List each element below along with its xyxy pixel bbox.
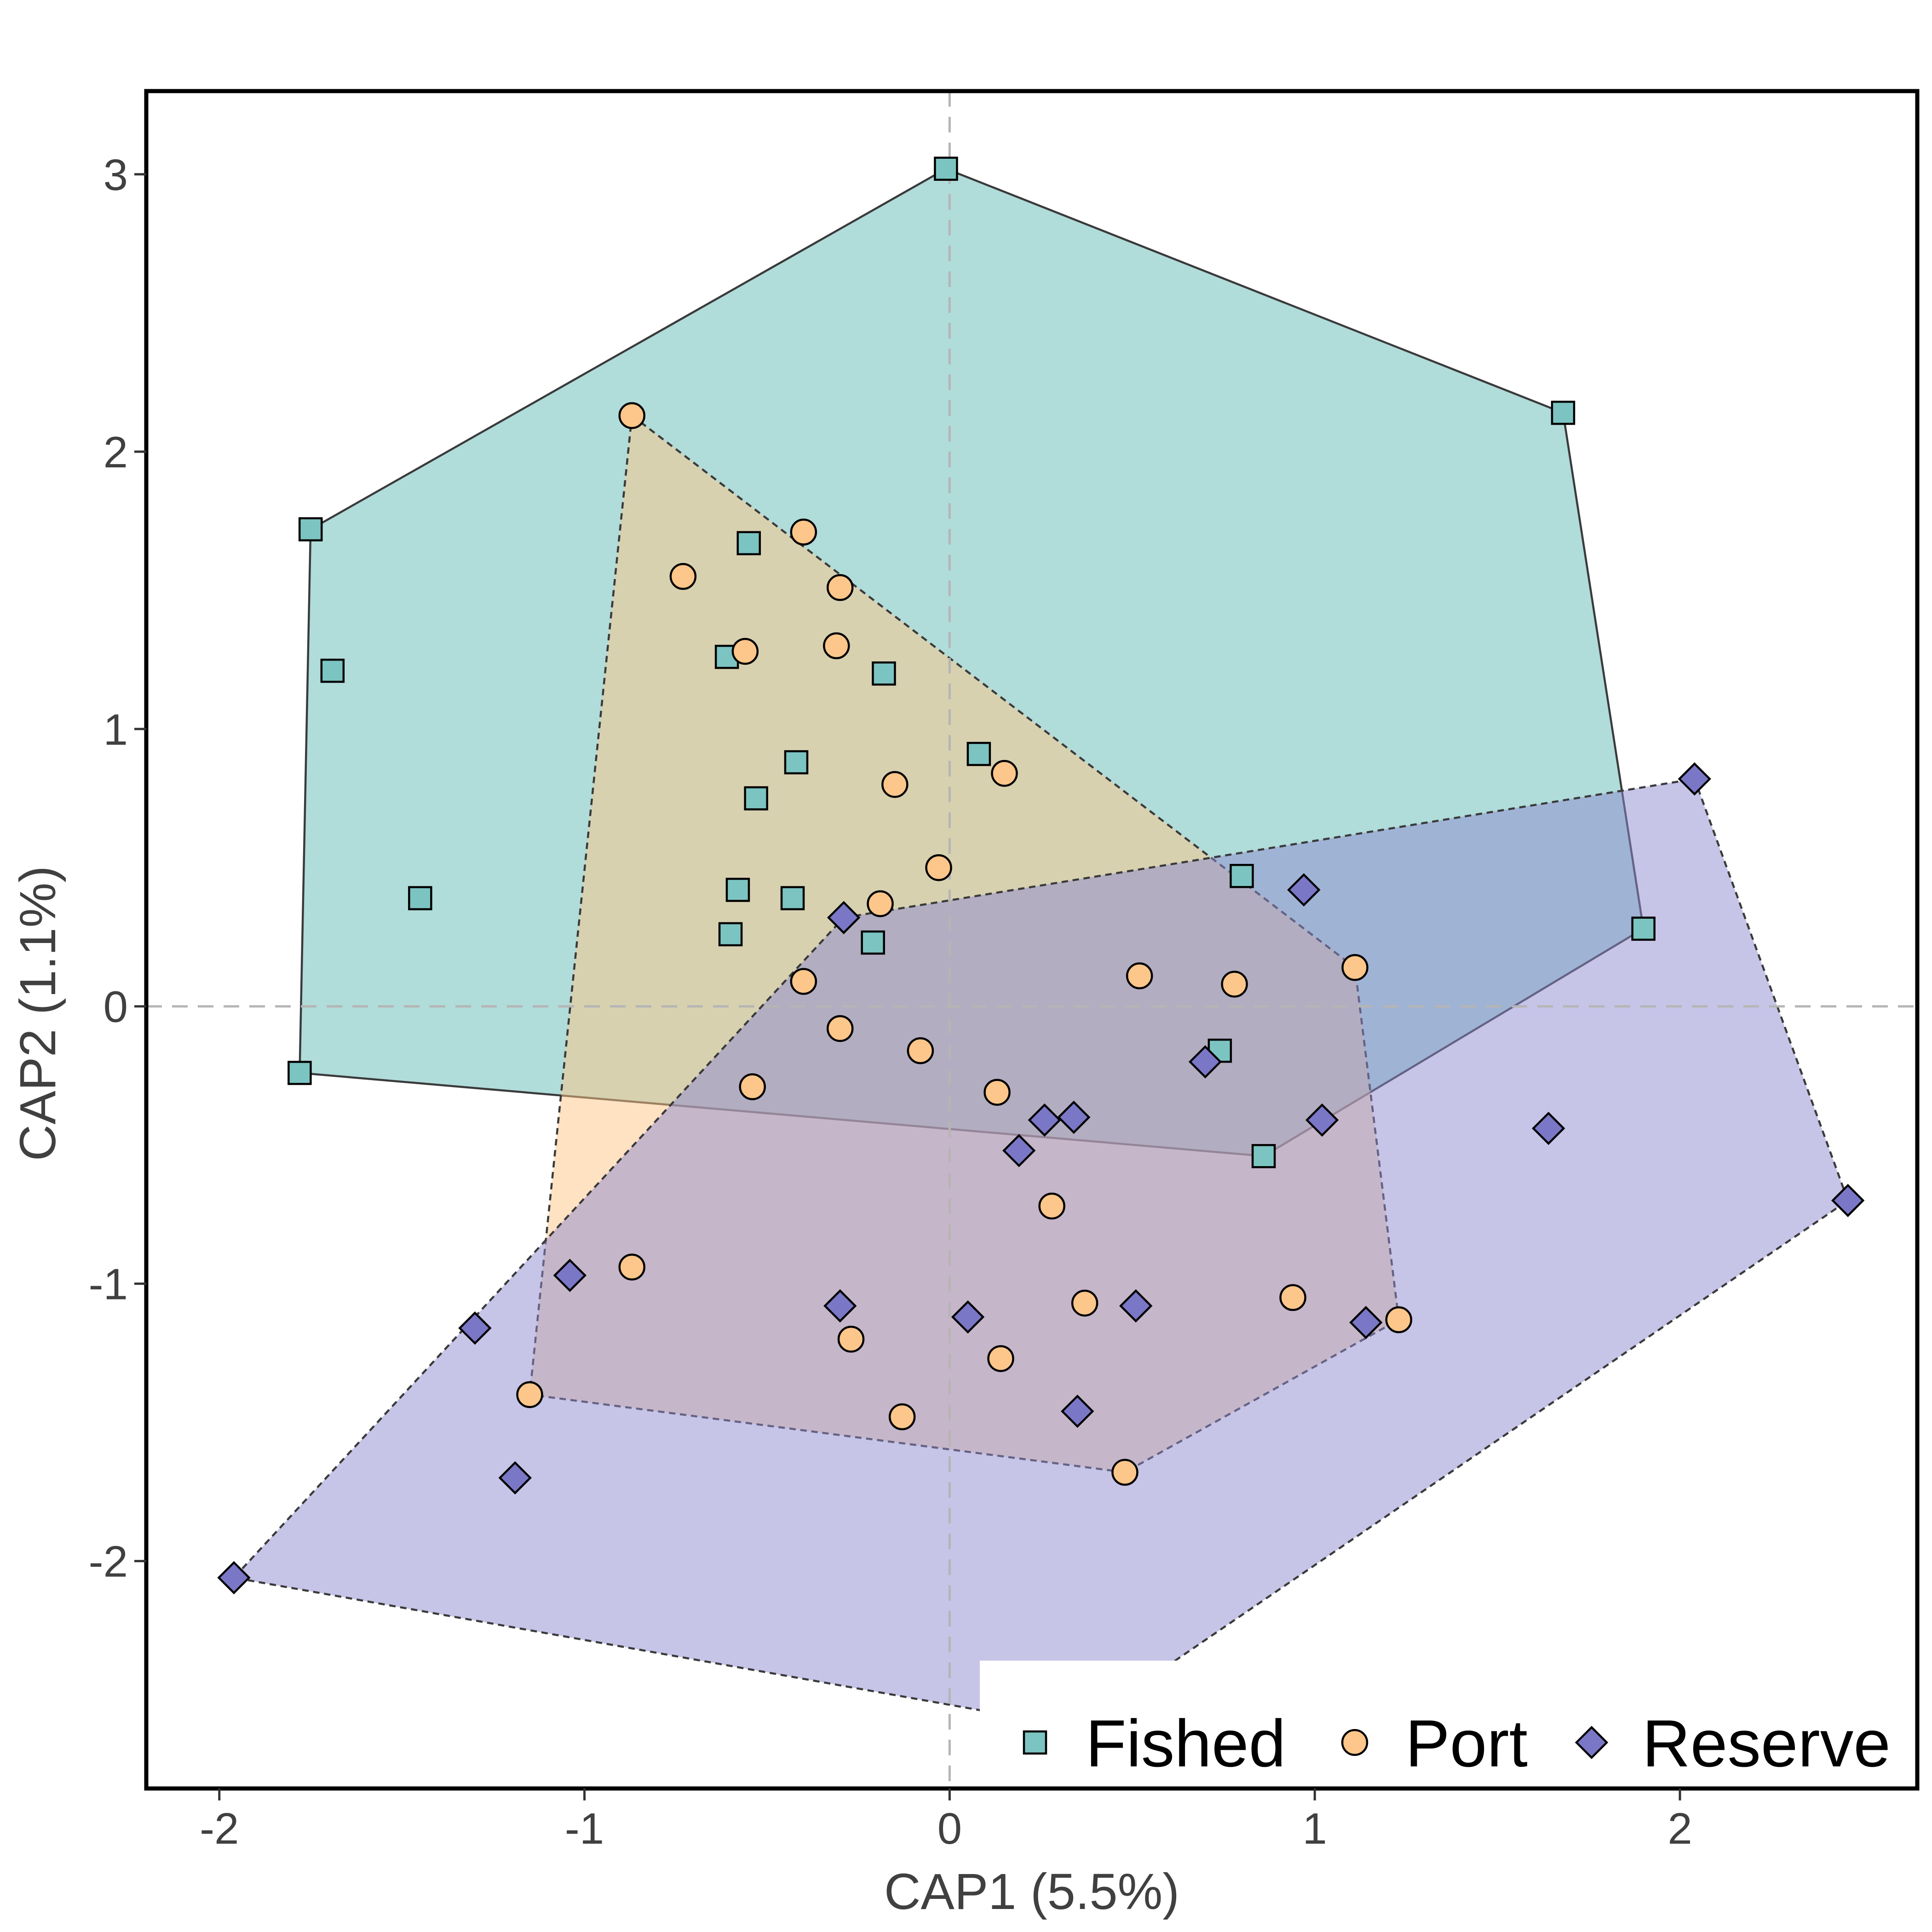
data-point-port (790, 518, 817, 546)
data-point-port (907, 1037, 934, 1064)
data-point-port (826, 574, 854, 601)
data-point-fished (861, 930, 885, 955)
hull-reserve (233, 778, 1849, 1729)
data-point-port (739, 1073, 766, 1100)
data-point-reserve (1002, 1134, 1036, 1167)
data-point-port (991, 759, 1018, 787)
data-point-port (837, 1325, 865, 1353)
data-point-port (826, 1015, 854, 1042)
legend-label-reserve: Reserve (1642, 1706, 1891, 1781)
data-point-fished (872, 661, 896, 686)
data-point-reserve (823, 1289, 857, 1323)
y-tick-label: 0 (104, 983, 128, 1032)
x-tick-label: 0 (937, 1804, 962, 1853)
data-point-fished (780, 886, 805, 910)
data-point-port (888, 1403, 916, 1431)
data-point-port (1341, 954, 1368, 981)
data-point-fished (320, 658, 345, 683)
x-axis-title: CAP1 (5.5%) (884, 1863, 1179, 1920)
y-tick-label: -1 (89, 1260, 128, 1309)
data-point-port (1111, 1459, 1138, 1486)
data-point-port (731, 638, 759, 665)
data-point-reserve (498, 1461, 532, 1495)
data-point-fished (1251, 1144, 1276, 1168)
legend-label-port: Port (1405, 1706, 1528, 1781)
data-point-reserve (1349, 1305, 1383, 1340)
data-point-reserve (1831, 1184, 1865, 1217)
data-point-reserve (1305, 1103, 1339, 1137)
data-point-fished (298, 517, 323, 541)
data-point-port (790, 968, 817, 995)
data-point-reserve (827, 901, 861, 934)
data-point-port (925, 854, 952, 881)
data-point-fished (1631, 916, 1656, 941)
data-point-fished (1551, 401, 1576, 425)
data-point-port (1385, 1306, 1413, 1334)
data-point-port (881, 771, 908, 798)
data-point-reserve (553, 1259, 587, 1292)
data-point-port (1279, 1284, 1306, 1311)
data-point-fished (966, 742, 991, 766)
data-point-fished (744, 786, 768, 811)
data-point-fished (736, 531, 761, 556)
data-point-port (987, 1345, 1014, 1372)
legend: Fished Port Reserve (980, 1661, 1914, 1785)
data-point-port (1221, 971, 1248, 998)
data-point-port (983, 1079, 1011, 1106)
data-point-fished (1230, 864, 1254, 888)
legend-key-port (1341, 1729, 1368, 1756)
data-point-port (867, 890, 894, 917)
data-point-reserve (1188, 1045, 1222, 1079)
data-point-port (1126, 962, 1153, 989)
data-point-reserve (1028, 1103, 1061, 1137)
data-point-port (1071, 1289, 1098, 1317)
y-tick-label: 2 (104, 428, 128, 477)
data-point-fished (784, 750, 809, 775)
data-point-port (516, 1381, 543, 1409)
plot-panel-border (144, 89, 1920, 1791)
data-point-port (618, 402, 646, 429)
y-tick-label: 3 (104, 150, 128, 200)
data-point-fished (725, 878, 750, 902)
data-point-reserve (951, 1300, 985, 1334)
data-point-fished (718, 922, 743, 947)
legend-key-reserve (1575, 1725, 1609, 1760)
data-point-reserve (217, 1561, 251, 1594)
data-point-fished (934, 156, 958, 181)
data-point-reserve (1057, 1100, 1091, 1134)
x-tick-label: 2 (1668, 1804, 1692, 1853)
data-point-reserve (1678, 762, 1711, 796)
data-point-reserve (1061, 1394, 1094, 1428)
legend-background (980, 1661, 1914, 1785)
y-tick-label: 1 (104, 705, 128, 754)
data-point-port (669, 563, 697, 590)
data-point-fished (288, 1061, 312, 1085)
x-tick-label: 1 (1303, 1804, 1327, 1853)
x-axis-ticks: -2 -1 0 1 2 (200, 1788, 1692, 1853)
data-point-fished (408, 886, 432, 910)
data-point-reserve (1287, 873, 1321, 907)
data-points (217, 156, 1865, 1594)
x-tick-label: -2 (200, 1804, 239, 1853)
data-point-port (1038, 1192, 1065, 1220)
legend-key-fished (1023, 1730, 1047, 1755)
y-tick-label: -2 (89, 1537, 128, 1587)
x-tick-label: -1 (565, 1804, 604, 1853)
legend-label-fished: Fished (1086, 1706, 1286, 1781)
data-point-reserve (1119, 1289, 1153, 1323)
data-point-port (823, 632, 850, 660)
data-point-reserve (458, 1311, 492, 1345)
data-point-port (618, 1254, 646, 1281)
y-axis-title: CAP2 (1.1%) (10, 866, 66, 1161)
reference-lines (146, 91, 1917, 1788)
y-axis-ticks: -2 -1 0 1 2 3 (89, 150, 146, 1587)
data-point-reserve (1532, 1111, 1565, 1145)
